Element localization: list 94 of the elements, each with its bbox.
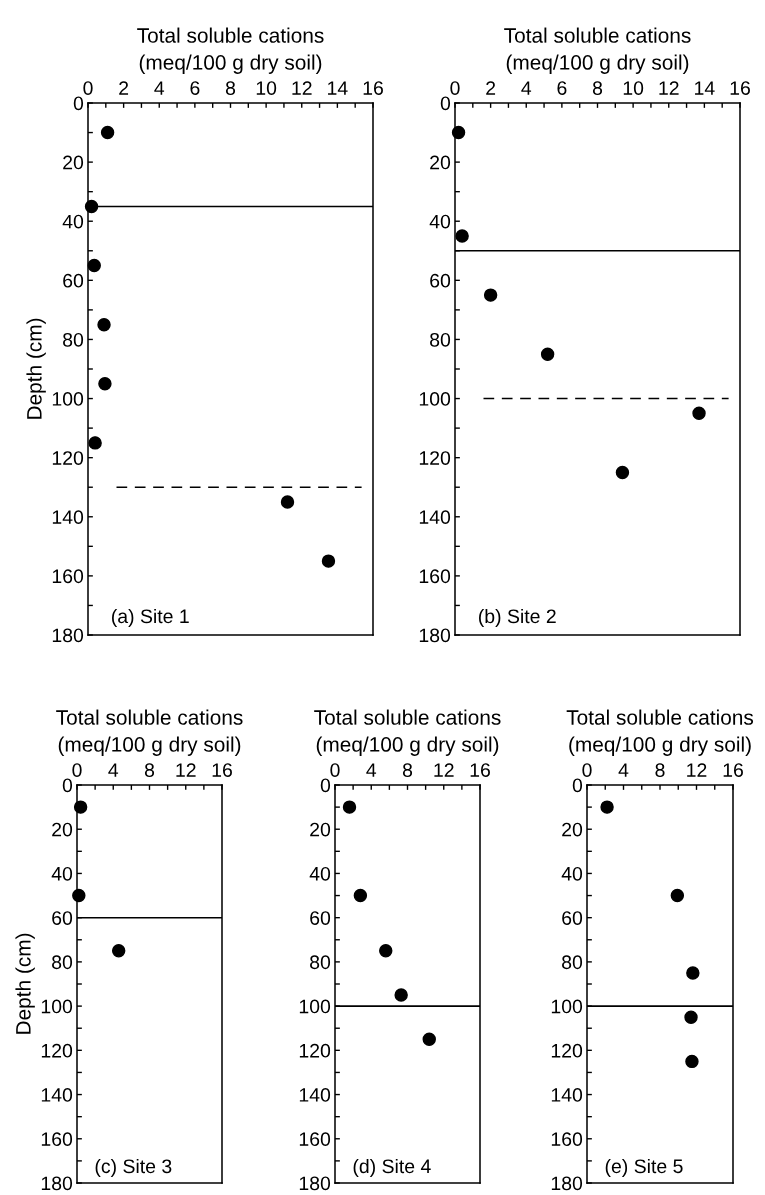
y-tick-label: 60 [310, 911, 331, 925]
y-tick-label: 100 [551, 999, 583, 1014]
y-tick-label: 120 [419, 451, 451, 465]
y-tick-label: 20 [562, 822, 583, 837]
x-tick-label: 6 [557, 81, 567, 95]
x-tick-label: 2 [119, 81, 129, 95]
y-tick-label: 20 [52, 822, 73, 837]
x-axis-title: Total soluble cations (meq/100 g dry soil) [314, 709, 501, 756]
y-tick-label: 80 [430, 332, 451, 347]
y-tick-label: 120 [41, 1043, 73, 1058]
y-tick-label: 40 [62, 214, 84, 229]
x-tick-label: 6 [190, 81, 200, 95]
x-tick-label: 10 [256, 81, 277, 95]
x-tick-label: 16 [363, 81, 383, 95]
y-tick-label: 140 [299, 1088, 331, 1102]
x-tick-label: 12 [659, 81, 679, 95]
y-tick-label: 140 [41, 1088, 73, 1102]
y-tick-label: 0 [62, 778, 73, 793]
y-tick-label: 160 [551, 1132, 583, 1147]
x-tick-label: 12 [434, 763, 454, 777]
y-tick-label: 140 [551, 1088, 583, 1102]
y-tick-label: 160 [419, 569, 451, 584]
y-tick-label: 40 [309, 866, 331, 881]
y-tick-label: 100 [419, 392, 451, 406]
x-tick-label: 4 [108, 763, 119, 777]
x-tick-label: 2 [486, 81, 496, 95]
x-tick-label: 0 [582, 763, 592, 777]
x-tick-label: 16 [212, 763, 232, 777]
y-tick-label: 180 [299, 1176, 331, 1191]
x-tick-label: 10 [623, 81, 644, 95]
y-tick-label: 180 [419, 628, 451, 643]
x-tick-label: 0 [450, 81, 460, 95]
y-tick-label: 60 [430, 273, 451, 288]
annotation: (b) Site 2 [479, 608, 556, 628]
y-tick-label: 120 [551, 1043, 583, 1058]
y-tick-label: 60 [63, 273, 84, 288]
x-axis-title: Total soluble cations (meq/100 g dry soil) [566, 709, 754, 756]
y-tick-label: 40 [561, 866, 583, 881]
y-tick-label: 0 [572, 778, 583, 793]
y-tick-label: 160 [52, 569, 84, 584]
annotation: (a) Site 1 [112, 608, 189, 628]
x-tick-label: 12 [687, 763, 707, 777]
y-tick-label: 100 [52, 392, 84, 406]
x-tick-label: 14 [328, 81, 348, 95]
y-tick-label: 0 [73, 96, 84, 111]
x-tick-label: 14 [695, 81, 715, 95]
y-axis-title: Depth (cm) [15, 933, 35, 1034]
y-tick-label: 80 [52, 955, 73, 970]
x-tick-label: 8 [402, 763, 413, 777]
y-tick-label: 100 [41, 999, 73, 1014]
annotation: (e) Site 5 [605, 1158, 683, 1178]
y-tick-label: 160 [41, 1132, 73, 1147]
y-tick-label: 20 [310, 822, 331, 837]
y-tick-label: 60 [52, 911, 73, 925]
annotation: (c) Site 3 [95, 1158, 172, 1178]
y-tick-label: 40 [51, 866, 73, 881]
x-tick-label: 0 [330, 763, 340, 777]
x-tick-label: 8 [225, 81, 236, 95]
y-tick-label: 180 [41, 1176, 73, 1191]
x-tick-label: 4 [366, 763, 377, 777]
y-tick-label: 80 [562, 955, 583, 970]
x-axis-title: Total soluble cations (meq/100 g dry soil) [504, 27, 691, 74]
x-axis-title: Total soluble cations (meq/100 g dry soil) [137, 27, 324, 74]
x-tick-label: 16 [470, 763, 490, 777]
y-tick-label: 140 [419, 510, 451, 525]
y-tick-label: 120 [299, 1043, 331, 1058]
x-tick-label: 0 [83, 81, 93, 95]
y-tick-label: 180 [551, 1176, 583, 1191]
y-axis-title: Depth (cm) [26, 318, 46, 419]
x-tick-label: 16 [723, 763, 743, 777]
x-tick-label: 16 [730, 81, 750, 95]
y-tick-label: 0 [320, 778, 331, 793]
y-tick-label: 120 [52, 451, 84, 465]
x-tick-label: 4 [154, 81, 165, 95]
y-tick-label: 20 [430, 155, 451, 170]
x-tick-label: 8 [144, 763, 155, 777]
x-tick-label: 4 [618, 763, 629, 777]
y-tick-label: 40 [429, 214, 451, 229]
y-tick-label: 20 [63, 155, 84, 170]
y-tick-label: 160 [299, 1132, 331, 1147]
y-tick-label: 180 [52, 628, 84, 643]
x-tick-label: 8 [655, 763, 665, 777]
x-tick-label: 12 [176, 763, 196, 777]
x-tick-label: 4 [521, 81, 532, 95]
annotation: (d) Site 4 [353, 1158, 431, 1178]
y-tick-label: 60 [562, 911, 583, 925]
x-tick-label: 12 [292, 81, 312, 95]
y-tick-label: 0 [440, 96, 451, 111]
y-tick-label: 100 [299, 999, 331, 1014]
y-tick-label: 80 [310, 955, 331, 970]
y-tick-label: 140 [52, 510, 84, 525]
x-tick-label: 8 [592, 81, 603, 95]
x-axis-title: Total soluble cations (meq/100 g dry soil) [56, 709, 243, 756]
y-tick-label: 80 [63, 332, 84, 347]
